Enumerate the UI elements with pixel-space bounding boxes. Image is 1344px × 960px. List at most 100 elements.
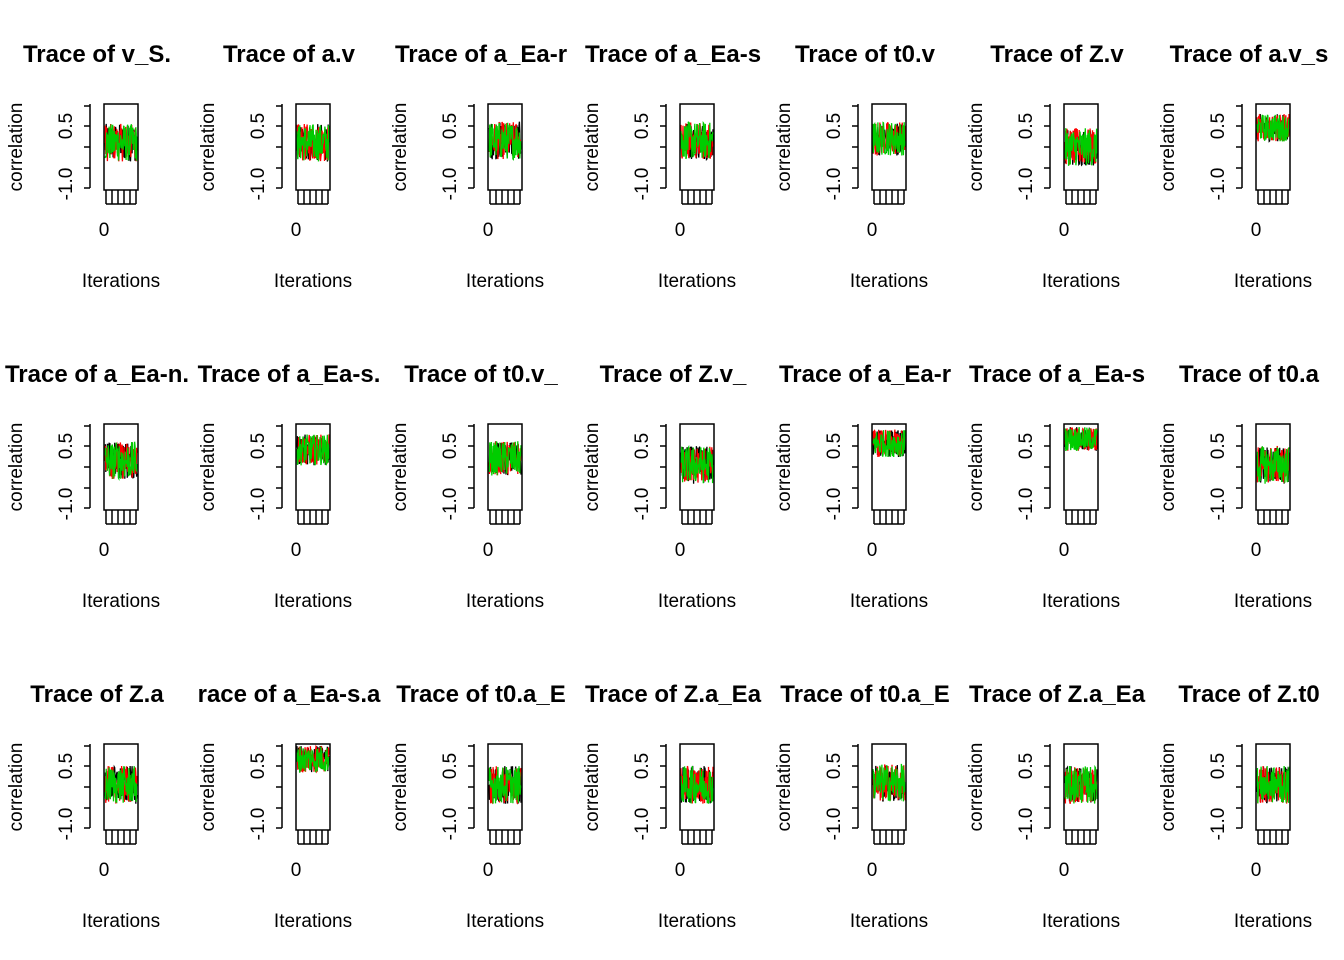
x-tick-label: 0 xyxy=(867,540,878,561)
x-tick-label: 0 xyxy=(867,220,878,241)
y-axis-label: correlation xyxy=(1158,103,1179,192)
y-axis-label: correlation xyxy=(390,423,411,512)
y-axis-label: correlation xyxy=(966,103,987,192)
y-tick-label: 0.5 xyxy=(1208,113,1229,139)
y-tick-label: 0.5 xyxy=(1208,433,1229,459)
trace-panel: Trace of t0.v -1.0 0.5 0 Iterations correlati… xyxy=(774,41,936,292)
y-tick-label: -1.0 xyxy=(824,168,845,201)
x-tick-label: 0 xyxy=(291,860,302,881)
y-tick-label: -1.0 xyxy=(440,808,461,841)
y-axis-label: correlation xyxy=(198,743,219,832)
x-axis-label: Iterations xyxy=(850,911,928,932)
x-axis-label: Iterations xyxy=(850,591,928,612)
x-axis-label: Iterations xyxy=(274,271,352,292)
trace-line xyxy=(872,430,906,458)
y-axis-label: correlation xyxy=(390,103,411,192)
x-axis-label: Iterations xyxy=(1234,911,1312,932)
trace-panel: Trace of t0.v_ -1.0 0.5 0 Iterations correlat… xyxy=(390,361,558,612)
y-tick-label: 0.5 xyxy=(632,433,653,459)
panel-title: Trace of a_Ea-r xyxy=(779,361,951,388)
trace-panel: Trace of Z.a -1.0 0.5 0 Iterations correlatio… xyxy=(6,681,164,932)
trace-line xyxy=(104,124,138,161)
plot-frame xyxy=(679,103,715,191)
x-tick-label: 0 xyxy=(1059,860,1070,881)
plot-frame xyxy=(487,423,523,511)
x-axis-label: Iterations xyxy=(658,271,736,292)
x-axis-label: Iterations xyxy=(1042,591,1120,612)
y-tick-label: 0.5 xyxy=(440,433,461,459)
x-axis-label: Iterations xyxy=(1042,911,1120,932)
y-axis-label: correlation xyxy=(6,743,27,832)
y-tick-label: -1.0 xyxy=(1016,168,1037,201)
y-tick-label: -1.0 xyxy=(1016,488,1037,521)
trace-panel: Trace of a.v_s -1.0 0.5 0 Iterations correlat… xyxy=(1158,41,1328,292)
y-tick-label: 0.5 xyxy=(440,113,461,139)
trace-line xyxy=(680,445,714,484)
plot-frame xyxy=(1255,743,1291,831)
x-axis-label: Iterations xyxy=(658,911,736,932)
y-tick-label: 0.5 xyxy=(56,753,77,779)
x-axis-label: Iterations xyxy=(82,271,160,292)
trace-panel: Trace of a_Ea-r -1.0 0.5 0 Iterations correla… xyxy=(774,361,951,612)
y-tick-label: 0.5 xyxy=(56,113,77,139)
y-axis-label: correlation xyxy=(966,423,987,512)
trace-panel: Trace of a_Ea-s -1.0 0.5 0 Iterations correla… xyxy=(966,361,1145,612)
x-tick-label: 0 xyxy=(675,220,686,241)
x-tick-label: 0 xyxy=(291,220,302,241)
y-axis-label: correlation xyxy=(6,423,27,512)
panel-title: Trace of Z.a_Ea xyxy=(969,681,1146,708)
y-axis-label: correlation xyxy=(6,103,27,192)
plot-frame xyxy=(295,743,331,831)
y-tick-label: -1.0 xyxy=(248,808,269,841)
panel-title: Trace of Z.v_ xyxy=(600,361,747,388)
panel-title: Trace of v_S. xyxy=(23,41,171,68)
panel-title: Trace of a.v xyxy=(223,41,356,68)
y-tick-label: 0.5 xyxy=(824,753,845,779)
trace-line xyxy=(296,746,330,773)
panel-title: Trace of a_Ea-s xyxy=(969,361,1145,388)
panel-title: Trace of Z.v xyxy=(990,41,1124,68)
plot-frame xyxy=(487,103,523,191)
x-tick-label: 0 xyxy=(291,540,302,561)
trace-panel: Trace of v_S. -1.0 0.5 0 Iterations correlati… xyxy=(6,41,171,292)
trace-line xyxy=(1064,128,1098,166)
x-axis-label: Iterations xyxy=(658,591,736,612)
panel-title: Trace of a_Ea-s. xyxy=(198,361,381,388)
y-tick-label: -1.0 xyxy=(440,488,461,521)
x-tick-label: 0 xyxy=(1059,540,1070,561)
trace-line xyxy=(1064,427,1098,452)
y-axis-label: correlation xyxy=(198,103,219,192)
y-tick-label: 0.5 xyxy=(632,113,653,139)
y-tick-label: 0.5 xyxy=(248,113,269,139)
x-tick-label: 0 xyxy=(99,540,110,561)
panel-title: Trace of t0.v_ xyxy=(404,361,558,388)
trace-panel: Trace of Z.a_Ea -1.0 0.5 0 Iterations correla… xyxy=(966,681,1146,932)
trace-line xyxy=(104,766,138,804)
y-axis-label: correlation xyxy=(774,103,795,192)
x-tick-label: 0 xyxy=(483,540,494,561)
y-axis-label: correlation xyxy=(966,743,987,832)
y-axis-label: correlation xyxy=(774,423,795,512)
x-tick-label: 0 xyxy=(867,860,878,881)
x-tick-label: 0 xyxy=(99,220,110,241)
plot-frame xyxy=(1255,423,1291,511)
panel-title: race of a_Ea-s.a xyxy=(198,681,381,708)
y-tick-label: 0.5 xyxy=(440,753,461,779)
panel-title: Trace of a_Ea-n. xyxy=(5,361,189,388)
y-axis-label: correlation xyxy=(1158,423,1179,512)
y-tick-label: -1.0 xyxy=(1208,168,1229,201)
y-tick-label: -1.0 xyxy=(1208,808,1229,841)
trace-panel: Trace of Z.v_ -1.0 0.5 0 Iterations correlati… xyxy=(582,361,747,612)
y-tick-label: -1.0 xyxy=(440,168,461,201)
plot-frame xyxy=(103,743,139,831)
trace-line xyxy=(488,441,522,476)
y-tick-label: 0.5 xyxy=(1208,753,1229,779)
x-tick-label: 0 xyxy=(1251,220,1262,241)
x-axis-label: Iterations xyxy=(1234,591,1312,612)
x-axis-label: Iterations xyxy=(82,911,160,932)
y-axis-label: correlation xyxy=(390,743,411,832)
trace-line xyxy=(1256,765,1290,804)
y-tick-label: 0.5 xyxy=(1016,113,1037,139)
y-tick-label: -1.0 xyxy=(56,808,77,841)
